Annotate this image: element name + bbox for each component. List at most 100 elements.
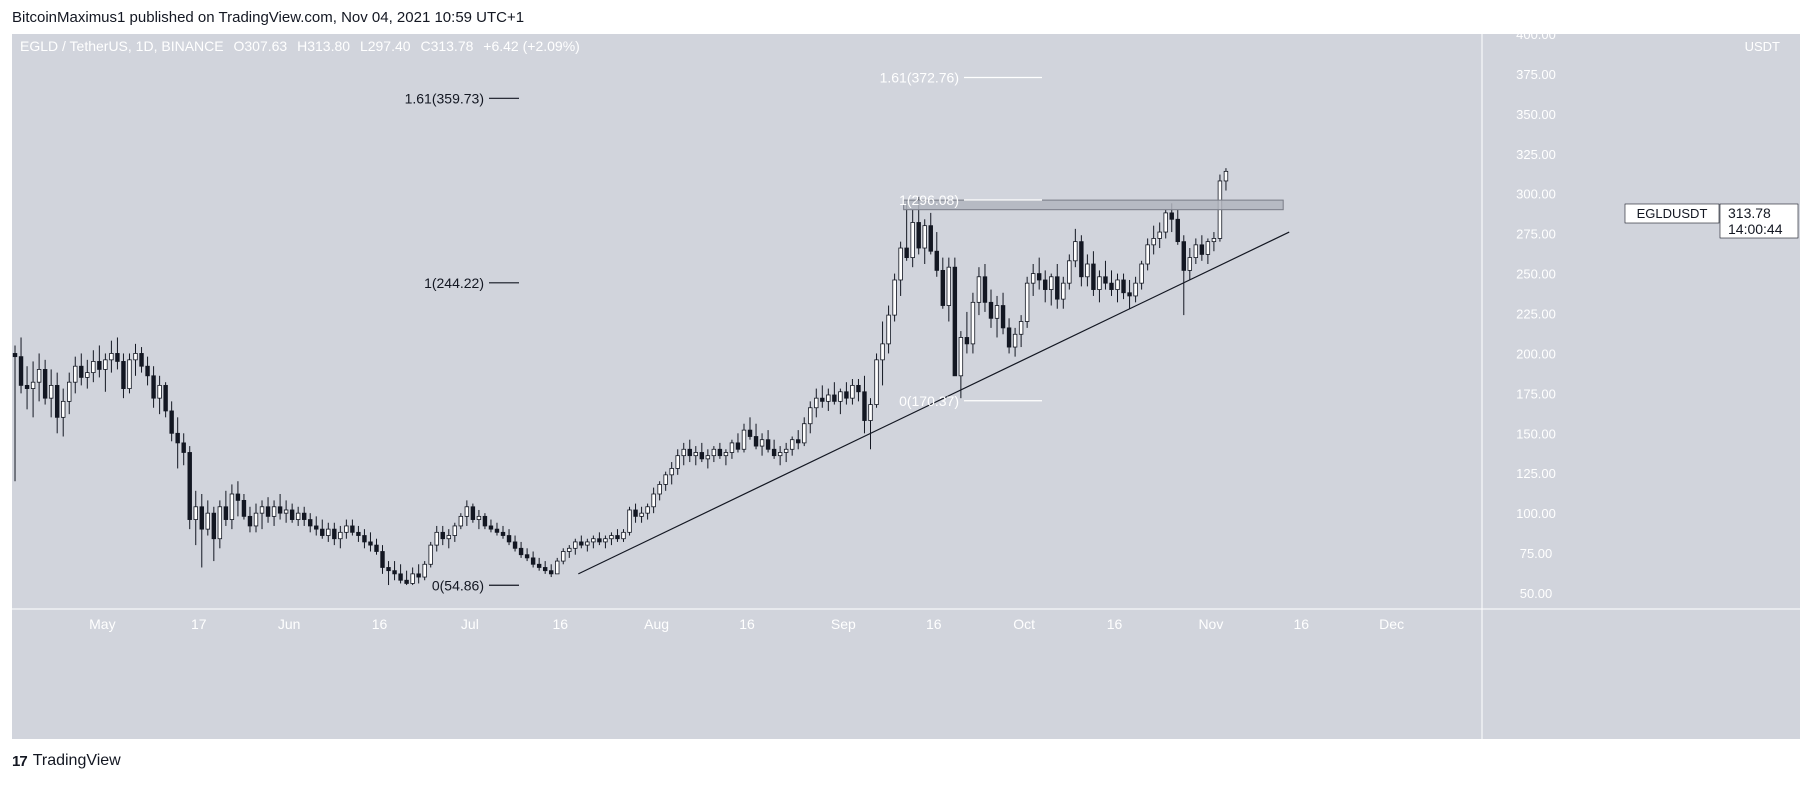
price-tick-label: 75.00 [1520,546,1553,561]
candle-body-up [428,544,433,565]
candle-body-down [374,544,379,552]
price-chart[interactable]: 1.61(359.73) 1(244.22) 0(54.86) 1.61(372.76… [12,34,1800,739]
candle [874,353,879,408]
candle-body-up [103,359,108,370]
price-axis-currency: USDT [1745,39,1780,54]
candle-body-up [127,359,132,389]
candle [446,529,451,549]
time-tick-label: 17 [191,616,207,632]
candle-body-up [609,535,614,540]
candle [115,337,120,370]
candle [530,551,536,568]
candle-body-up [880,343,885,361]
bar-countdown: 14:00:44 [1728,221,1783,237]
candle-body-down [163,384,168,412]
candle-body-up [1115,279,1120,290]
candle-body-down [211,512,217,540]
candle-body-down [145,365,150,377]
candle-body-down [536,563,542,568]
candle [880,321,885,386]
candle-body-down [687,448,692,457]
candle-body-up [976,276,982,303]
candle-body-up [157,384,162,399]
candle [295,506,301,526]
price-tick-label: 200.00 [1516,346,1556,361]
candle [362,529,367,549]
candle-body-up [133,353,138,361]
annotations-layer: 1.61(359.73) 1(244.22) 0(54.86) 1.61(372.76… [405,70,1290,593]
candle-body-down [175,432,180,444]
candle [247,506,253,533]
legend-symbol: EGLD / TetherUS, 1D, BINANCE [20,38,224,54]
price-tick-label: 50.00 [1520,586,1553,601]
candle [344,519,349,539]
candle [229,484,235,530]
candle-body-up [476,515,482,520]
candle-body-down [79,365,84,378]
candle-body-up [958,337,964,377]
candle-body-down [1103,276,1108,284]
candle-body-down [1079,241,1084,278]
time-tick-label: 16 [1293,616,1309,632]
candle [1175,209,1180,245]
candle-body-up [1030,273,1036,284]
candle [1030,264,1036,296]
price-tick-label: 125.00 [1516,466,1556,481]
candle-body-down [856,384,861,393]
last-price-badge [1719,203,1799,239]
candle [85,359,90,389]
candle [157,375,162,415]
price-tick-label: 300.00 [1516,187,1556,202]
candle [211,506,217,562]
candle-body-up [603,538,608,543]
ticker-badge-text: EGLDUSDT [1637,206,1708,221]
candle [133,343,138,376]
candle [808,401,813,434]
candle-body-down [1199,244,1205,255]
candle [826,388,831,411]
candle-body-up [1151,238,1156,246]
candle-body-down [1181,241,1186,271]
time-tick-label: Nov [1198,616,1223,632]
legend-open-label: O [233,38,244,54]
candle [777,446,783,466]
candle [964,311,970,354]
candle [934,232,939,277]
price-axis[interactable]: 50.00 75.00 100.00 125.00 150.00 175.00 200.00… [1516,34,1556,601]
candle [735,433,741,453]
candle [314,516,319,536]
candle [1157,222,1162,249]
candle [109,340,114,373]
candle [488,519,494,533]
candle-body-up [458,515,464,527]
candle-body-up [1133,282,1138,297]
candle [374,538,379,555]
candle-body-up [946,266,952,306]
candle-body-down [1036,273,1042,281]
candle [711,446,717,463]
candle [1103,260,1108,290]
candle [759,433,765,456]
candle-body-down [904,247,909,259]
candle-body-up [886,314,891,345]
candle [832,382,837,405]
ascending-trendline [578,231,1290,575]
candle-body-up [838,391,843,402]
candle [308,513,313,533]
candle-body-down [440,531,445,540]
candle-body-down [356,531,361,536]
time-tick-label: Oct [1013,616,1035,632]
candle-body-down [404,579,409,584]
candle-body-down [241,499,247,517]
candle-body-up [1223,170,1229,182]
candle [97,345,102,378]
candle-body-down [844,391,849,399]
price-tick-label: 325.00 [1516,147,1556,162]
candle-body-down [506,535,512,543]
last-price-label: EGLDUSDT 313.78 14:00:44 [1624,203,1799,239]
candle [1006,318,1012,354]
candle [820,385,825,408]
chart-background [12,34,1800,739]
candle-body-down [952,266,958,377]
time-axis[interactable]: May 17 Jun 16 Jul 16 Aug 16 Sep 16 Oct 16 Nov 16 Dec [89,616,1404,632]
